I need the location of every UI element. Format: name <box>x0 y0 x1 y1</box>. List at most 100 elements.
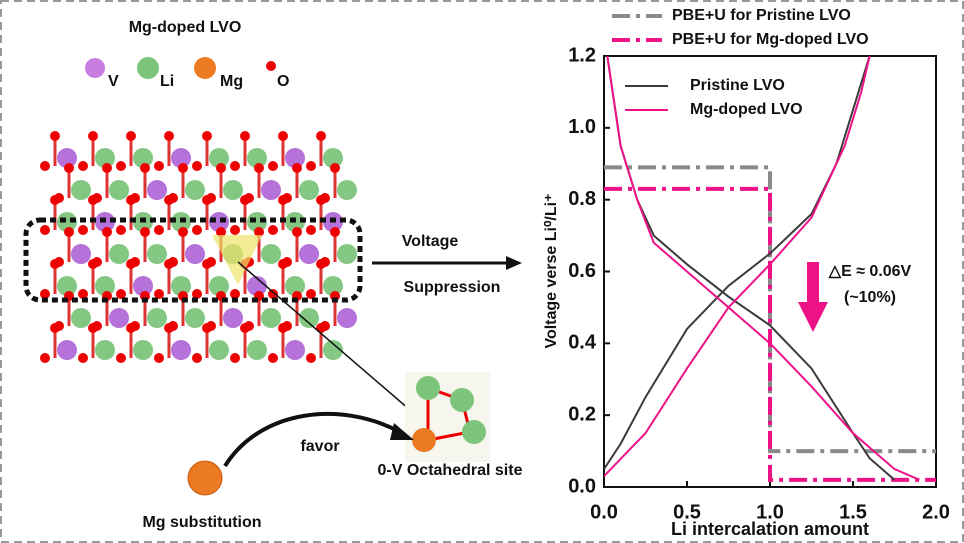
atom <box>133 340 153 360</box>
y-tick-label: 0.4 <box>568 332 597 354</box>
octahedral-site <box>405 372 490 462</box>
diagram-title: Mg-doped LVO <box>129 19 242 36</box>
atom <box>240 131 250 141</box>
atom <box>178 227 188 237</box>
atom <box>254 227 264 237</box>
atom <box>268 353 278 363</box>
arrow-label: Voltage <box>402 233 459 250</box>
atom <box>171 148 191 168</box>
atom <box>261 244 281 264</box>
atom <box>412 428 436 452</box>
legend-label: PBE+U for Pristine LVO <box>672 7 851 24</box>
atom <box>462 420 486 444</box>
atom <box>337 308 357 328</box>
atom <box>450 388 474 412</box>
atom <box>71 180 91 200</box>
atom <box>330 163 340 173</box>
atom <box>202 323 212 333</box>
atom <box>316 195 326 205</box>
y-tick-label: 1.2 <box>568 44 596 66</box>
atom <box>299 180 319 200</box>
atom <box>278 323 288 333</box>
atom-label: O <box>277 73 289 90</box>
atom <box>240 323 250 333</box>
mg-ball <box>187 460 223 496</box>
atom <box>247 148 267 168</box>
atom <box>330 227 340 237</box>
atom <box>337 180 357 200</box>
atom <box>223 180 243 200</box>
atom <box>285 340 305 360</box>
x-tick-label: 0.0 <box>590 501 618 523</box>
atom <box>50 323 60 333</box>
atom <box>316 259 326 269</box>
atom <box>95 276 115 296</box>
crystal <box>40 131 357 363</box>
atom <box>109 180 129 200</box>
atom <box>306 225 316 235</box>
atom <box>185 308 205 328</box>
atom <box>185 180 205 200</box>
legend-label: Mg-doped LVO <box>690 101 803 118</box>
atom <box>316 323 326 333</box>
atom <box>78 353 88 363</box>
atom <box>116 225 126 235</box>
atom <box>50 259 60 269</box>
series-line <box>604 56 920 481</box>
atom <box>147 180 167 200</box>
atom-label: V <box>108 73 119 90</box>
atom <box>323 340 343 360</box>
y-tick-label: 0.8 <box>568 188 596 210</box>
atom <box>133 148 153 168</box>
atom <box>278 259 288 269</box>
arrow-head <box>390 423 414 440</box>
atom <box>306 289 316 299</box>
atom <box>171 276 191 296</box>
atom <box>102 163 112 173</box>
atom <box>40 225 50 235</box>
atom <box>154 225 164 235</box>
atom <box>40 161 50 171</box>
atom <box>50 195 60 205</box>
atom <box>323 276 343 296</box>
annotation: △E ≈ 0.06V <box>828 263 912 280</box>
atom <box>230 225 240 235</box>
x-tick-label: 1.0 <box>756 501 784 523</box>
atom <box>109 244 129 264</box>
atom <box>88 195 98 205</box>
atom <box>209 212 229 232</box>
atom <box>261 180 281 200</box>
atom <box>337 244 357 264</box>
delta-arrow-head <box>798 302 828 332</box>
atom <box>140 163 150 173</box>
annotation: (~10%) <box>844 289 896 306</box>
atom-key <box>137 57 159 79</box>
atom <box>202 131 212 141</box>
site-label: 0-V Octahedral site <box>378 462 523 479</box>
atom <box>261 308 281 328</box>
pointer <box>237 261 411 411</box>
atom <box>126 131 136 141</box>
atom <box>88 323 98 333</box>
atom-key <box>266 61 276 71</box>
atom <box>50 131 60 141</box>
atom <box>278 195 288 205</box>
atom <box>164 323 174 333</box>
atom <box>416 376 440 400</box>
atom <box>192 161 202 171</box>
atom <box>164 259 174 269</box>
substitution-label: Mg substitution <box>142 514 261 531</box>
atom <box>202 195 212 205</box>
atom <box>216 227 226 237</box>
atom <box>292 227 302 237</box>
atom <box>209 276 229 296</box>
atom-label: Mg <box>220 73 243 90</box>
series-line <box>604 186 936 482</box>
atom <box>299 244 319 264</box>
atom <box>209 340 229 360</box>
atom <box>240 195 250 205</box>
atom <box>278 131 288 141</box>
atom <box>230 353 240 363</box>
